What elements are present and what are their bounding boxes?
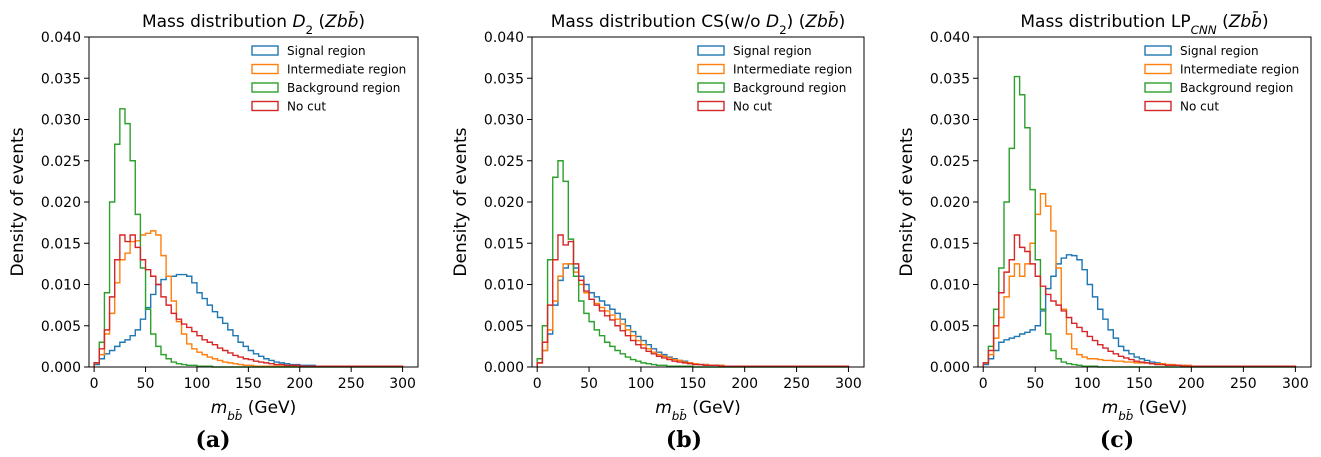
x-tick-label: 0 [533, 376, 542, 392]
y-tick-label: 0.005 [484, 319, 524, 335]
x-tick-label: 50 [137, 376, 155, 392]
y-tick-label: 0.040 [930, 30, 970, 46]
legend-label-intermediate: Intermediate region [287, 63, 406, 77]
legend-swatch-background [697, 82, 725, 93]
legend-swatch-intermediate [697, 63, 725, 75]
y-tick-label: 0.025 [41, 154, 81, 170]
chart-title: Mass distribution LPCNN (Zbb̄) [1020, 10, 1268, 37]
x-axis-label: mbb̄ (GeV) [211, 398, 297, 423]
legend-swatch-nocut [251, 100, 279, 112]
y-tick-label: 0.030 [930, 113, 970, 129]
legend-swatch-background [1144, 82, 1172, 93]
y-tick-label: 0.010 [484, 278, 524, 294]
legend-label-nocut: No cut [733, 100, 772, 114]
x-tick-label: 150 [1126, 376, 1153, 392]
legend-label-nocut: No cut [1180, 100, 1219, 114]
y-axis-label: Density of events [897, 127, 917, 276]
legend-label-background: Background region [287, 81, 400, 95]
y-tick-label: 0.040 [41, 30, 81, 46]
x-tick-label: 250 [783, 376, 810, 392]
y-tick-label: 0.010 [41, 278, 81, 294]
y-tick-label: 0.015 [484, 236, 524, 252]
legend-swatch-background [251, 82, 279, 93]
legend-swatch-intermediate [251, 63, 279, 75]
x-tick-label: 300 [1282, 376, 1309, 392]
legend-swatch-signal [697, 45, 725, 56]
histogram-series-nocut [93, 234, 404, 367]
x-tick-label: 100 [628, 376, 655, 392]
x-tick-label: 200 [731, 376, 758, 392]
legend-label-nocut: No cut [287, 100, 326, 114]
y-tick-label: 0.005 [930, 319, 970, 335]
panel-caption: (c) [1100, 427, 1134, 453]
x-tick-label: 50 [1026, 376, 1044, 392]
legend-label-intermediate: Intermediate region [1180, 63, 1299, 77]
x-axis-label: mbb̄ (GeV) [655, 398, 741, 423]
y-tick-label: 0.020 [930, 195, 970, 211]
y-tick-label: 0.010 [930, 278, 970, 294]
y-tick-label: 0.005 [41, 319, 81, 335]
y-tick-label: 0.035 [41, 71, 81, 87]
y-tick-label: 0.025 [484, 154, 524, 170]
x-tick-label: 100 [184, 376, 211, 392]
legend-swatch-signal [251, 45, 279, 56]
histogram-series-signal [93, 273, 404, 367]
x-tick-label: 150 [679, 376, 706, 392]
legend-label-signal: Signal region [287, 44, 366, 58]
panel-caption: (a) [195, 427, 230, 453]
y-tick-label: 0.015 [41, 236, 81, 252]
x-tick-label: 200 [1178, 376, 1205, 392]
y-tick-label: 0.000 [930, 360, 970, 376]
x-tick-label: 0 [979, 376, 988, 392]
chart-panel-1: 0.000 0.005 0.010 0.015 0.020 0.025 0.030 0.035… [8, 10, 419, 453]
y-tick-label: 0.020 [41, 195, 81, 211]
chart-panel-3: 0.000 0.005 0.010 0.015 0.020 0.025 0.030 0.035… [897, 10, 1312, 453]
y-tick-label: 0.000 [484, 360, 524, 376]
legend-swatch-nocut [697, 100, 725, 112]
legend-swatch-signal [1144, 45, 1172, 56]
y-tick-label: 0.030 [41, 113, 81, 129]
histogram-series-signal [536, 263, 850, 367]
x-tick-label: 250 [1230, 376, 1257, 392]
y-tick-label: 0.015 [930, 236, 970, 252]
chart-title: Mass distribution CS(w/o D2) (Zbb̄) [551, 10, 845, 37]
histogram-series-nocut [982, 234, 1297, 367]
y-tick-label: 0.000 [41, 360, 81, 376]
histogram-series-signal [982, 254, 1297, 367]
panel-caption: (b) [666, 427, 702, 453]
y-tick-label: 0.035 [484, 71, 524, 87]
histogram-series-background [536, 160, 849, 368]
histogram-series-background [982, 75, 1296, 368]
legend-label-background: Background region [1180, 81, 1293, 95]
y-tick-label: 0.030 [484, 113, 524, 129]
histogram-series-nocut [536, 234, 850, 367]
x-tick-label: 50 [580, 376, 598, 392]
legend-label-intermediate: Intermediate region [733, 63, 852, 77]
x-tick-label: 150 [235, 376, 262, 392]
y-tick-label: 0.025 [930, 154, 970, 170]
legend-label-background: Background region [733, 81, 846, 95]
y-axis-label: Density of events [451, 127, 471, 276]
x-axis-label: mbb̄ (GeV) [1102, 398, 1188, 423]
x-tick-label: 0 [90, 376, 99, 392]
y-tick-label: 0.035 [930, 71, 970, 87]
legend-label-signal: Signal region [1180, 44, 1259, 58]
legend-swatch-nocut [1144, 100, 1172, 112]
legend-label-signal: Signal region [733, 44, 812, 58]
y-tick-label: 0.020 [484, 195, 524, 211]
x-tick-label: 300 [835, 376, 862, 392]
x-tick-label: 250 [338, 376, 365, 392]
y-tick-label: 0.040 [484, 30, 524, 46]
chart-title: Mass distribution D2 (Zbb̄) [142, 10, 365, 37]
x-tick-label: 100 [1074, 376, 1101, 392]
x-tick-label: 300 [389, 376, 416, 392]
x-tick-label: 200 [286, 376, 313, 392]
y-axis-label: Density of events [8, 127, 28, 276]
chart-panel-2: 0.000 0.005 0.010 0.015 0.020 0.025 0.030 0.035… [451, 10, 865, 453]
histogram-series-intermediate [982, 193, 1297, 367]
legend-swatch-intermediate [1144, 63, 1172, 75]
